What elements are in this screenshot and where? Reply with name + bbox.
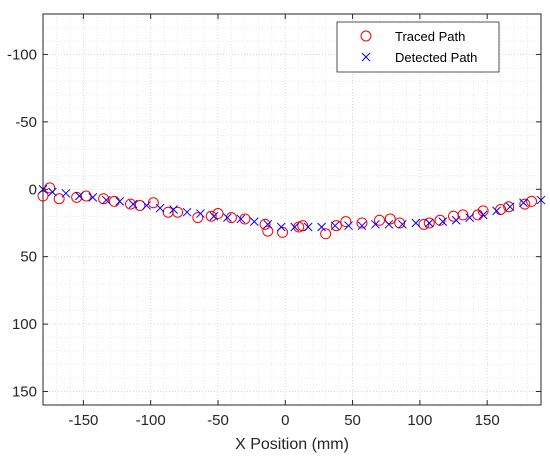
detected-path-point xyxy=(424,218,434,228)
traced-path-point xyxy=(262,225,274,237)
legend-label-detected-path: Detected Path xyxy=(395,50,477,65)
y-tick-label: 0 xyxy=(29,181,37,198)
traced-path-point xyxy=(147,197,159,209)
detected-path-point xyxy=(74,191,84,201)
traced-path-point xyxy=(373,214,385,226)
detected-path-point xyxy=(384,219,394,229)
traced-path-point xyxy=(320,228,332,240)
traced-path-point xyxy=(98,193,110,205)
traced-path-point xyxy=(192,212,204,224)
traced-path-point xyxy=(526,195,538,207)
detected-path-point xyxy=(451,215,461,225)
detected-path-point xyxy=(411,218,421,228)
traced-path-point xyxy=(384,213,396,225)
y-tick-label: -100 xyxy=(7,46,37,63)
traced-path-point xyxy=(172,206,184,218)
detected-path-point xyxy=(196,209,205,218)
y-tick-label: 50 xyxy=(20,249,37,266)
x-axis-label: X Position (mm) xyxy=(235,436,349,453)
traced-path-point xyxy=(212,208,224,220)
traced-path-point xyxy=(225,212,237,224)
detected-path-point xyxy=(115,197,125,206)
detected-path-point xyxy=(505,202,515,212)
detected-path-point xyxy=(303,222,313,232)
x-tick-label: 0 xyxy=(281,412,289,429)
grid xyxy=(42,13,542,406)
detected-path-point xyxy=(465,213,475,222)
detected-path-point xyxy=(61,188,71,198)
legend-marker-detected-path xyxy=(361,52,371,62)
traced-path-point xyxy=(356,217,368,229)
detected-path-point xyxy=(155,203,165,213)
detected-path-point xyxy=(249,217,259,226)
traced-path-point xyxy=(340,216,352,228)
traced-path-point xyxy=(239,213,251,225)
detected-path-point xyxy=(276,222,286,232)
detected-path-point xyxy=(142,201,151,210)
detected-path-point xyxy=(317,222,326,232)
x-tick-label: -150 xyxy=(68,412,98,429)
series-0 xyxy=(37,182,538,240)
traced-path-point xyxy=(418,218,430,230)
detected-path-point xyxy=(371,219,380,229)
legend-label-traced-path: Traced Path xyxy=(395,29,465,44)
detected-path-point xyxy=(169,205,178,214)
traced-path-point xyxy=(519,198,531,210)
y-tick-label: 150 xyxy=(12,384,37,401)
legend-box xyxy=(336,21,500,73)
x-tick-label: 150 xyxy=(475,412,500,429)
traced-path-point xyxy=(162,206,174,218)
traced-path-point xyxy=(503,201,515,213)
legend-marker-traced-path xyxy=(360,30,372,42)
detected-path-point xyxy=(357,221,367,231)
detected-path-point xyxy=(128,199,138,209)
traced-path-point xyxy=(423,217,435,229)
detected-path-point xyxy=(209,211,219,221)
traced-path-point xyxy=(330,220,342,232)
detected-path-point xyxy=(519,198,528,208)
detected-path-point xyxy=(236,214,246,224)
traced-path-point xyxy=(297,220,309,232)
detected-path-point xyxy=(182,207,192,217)
data-marks xyxy=(37,182,546,240)
detected-path-point xyxy=(290,222,300,232)
detected-path-point xyxy=(438,217,448,226)
detected-path-point xyxy=(398,219,407,229)
legend: Traced Path Detected Path xyxy=(336,21,500,73)
series-1 xyxy=(38,184,546,232)
detected-path-point xyxy=(223,213,232,222)
detected-path-point xyxy=(344,221,353,231)
traced-path-point xyxy=(108,195,120,207)
detected-path-point xyxy=(48,187,57,197)
detected-path-point xyxy=(478,210,488,220)
x-tick-label: 100 xyxy=(407,412,432,429)
traced-path-point xyxy=(394,217,406,229)
detected-path-point xyxy=(492,206,501,216)
detected-path-point xyxy=(330,221,340,231)
traced-path-point xyxy=(477,205,489,217)
tick-labels: -150 -100 -50 0 50 100 150 -100 -50 0 50 100 150 xyxy=(7,14,541,429)
detected-path-point xyxy=(101,195,111,205)
traced-path-point xyxy=(259,218,271,230)
x-tick-label: -50 xyxy=(207,412,229,429)
detected-path-point xyxy=(88,193,98,202)
axes-box xyxy=(42,13,542,406)
traced-path-point xyxy=(434,214,446,226)
y-tick-label: 100 xyxy=(12,316,37,333)
x-tick-label: -100 xyxy=(136,412,166,429)
traced-path-point xyxy=(205,210,217,222)
y-tick-label: -50 xyxy=(15,114,37,131)
traced-path-point xyxy=(53,193,65,205)
x-tick-label: 50 xyxy=(344,412,361,429)
traced-path-point xyxy=(457,209,469,221)
detected-path-point xyxy=(263,219,273,229)
traced-path-point xyxy=(277,226,289,238)
traced-path-point xyxy=(124,198,136,210)
